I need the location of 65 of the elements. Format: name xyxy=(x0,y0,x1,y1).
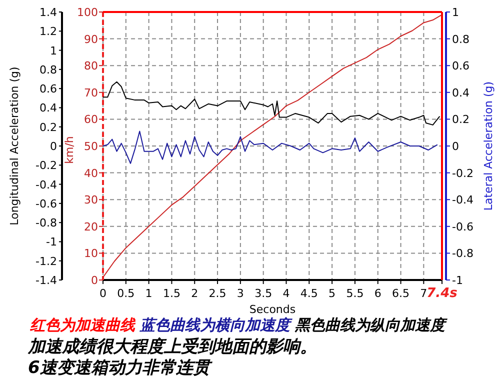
y3-tick-label: 0.6 xyxy=(40,82,57,96)
line-series xyxy=(102,14,442,278)
x-tick-label: 3.5 xyxy=(254,287,272,300)
y-axis-title: km/h xyxy=(63,136,76,164)
y3-tick-label: 0.8 xyxy=(40,63,57,76)
y3-tick-label: -0.4 xyxy=(36,178,57,192)
line-series xyxy=(102,130,438,164)
y3-tick-label: 0.4 xyxy=(40,102,57,115)
y2-tick-label: 0 xyxy=(452,140,459,153)
y3-tick-label: 1.2 xyxy=(40,25,57,38)
x-tick-label: 0.5 xyxy=(117,287,135,300)
y2-tick-label: 0.6 xyxy=(452,60,470,73)
y3-tick-label: 0 xyxy=(50,140,57,153)
x-tick-label: 5 xyxy=(328,287,336,300)
y3-axis-title: Longitudinal Acceleration (g) xyxy=(8,66,21,226)
x-tick-label: 0 xyxy=(100,287,106,300)
y3-tick-label: -0.8 xyxy=(36,216,57,230)
y2-axis-title: Lateral Acceleration (g) xyxy=(482,81,495,211)
text: 加速成绩很大程度上受到地面的影响。 xyxy=(26,337,317,357)
text: 红色为加速曲线 xyxy=(29,316,136,334)
y-tick-label: 20 xyxy=(84,220,98,234)
x-tick-label: 4.5 xyxy=(300,287,318,300)
x-tick-label: 3 xyxy=(236,287,244,300)
text: 黑色曲线为纵向加速度 xyxy=(294,316,448,334)
y2-tick-label: 0.4 xyxy=(452,86,470,100)
y-tick-label: 30 xyxy=(84,194,98,207)
x-tick-label: 2 xyxy=(191,287,198,300)
y-tick-label: 90 xyxy=(84,32,98,46)
y-tick-label: 60 xyxy=(84,113,98,126)
x-tick-label: 7.4s xyxy=(426,286,458,301)
y-tick-label: 40 xyxy=(84,166,98,180)
x-axis-title: Seconds xyxy=(249,303,296,316)
x-tick-label: 4 xyxy=(282,287,290,300)
y3-tick-label: 0.2 xyxy=(40,120,57,134)
x-tick-label: 1.5 xyxy=(162,287,180,300)
text: 6速变速箱动力非常连贯 xyxy=(28,358,213,378)
y3-tick-label: 1 xyxy=(50,44,57,58)
y3-tick-label: -0.2 xyxy=(36,159,57,172)
y-tick-label: 0 xyxy=(91,274,98,287)
y2-tick-label: -0.2 xyxy=(452,166,474,180)
y-tick-label: 80 xyxy=(84,60,98,73)
y2-tick-label: 0.8 xyxy=(452,32,470,46)
text: 蓝色曲线为横向加速度 xyxy=(139,316,293,334)
x-tick-label: 6.5 xyxy=(392,287,410,300)
y2-tick-label: 1 xyxy=(452,6,459,19)
line-series xyxy=(102,81,440,126)
y3-tick-label: 1.4 xyxy=(40,6,57,19)
x-tick-label: 2.5 xyxy=(208,287,226,300)
x-tick-label: 7 xyxy=(420,287,428,300)
y-tick-label: 50 xyxy=(84,140,98,153)
x-tick-label: 1 xyxy=(145,287,152,300)
y2-tick-label: -0.6 xyxy=(452,220,474,234)
y2-tick-label: -0.4 xyxy=(452,194,474,207)
y-tick-label: 70 xyxy=(84,86,98,100)
y3-tick-label: -1 xyxy=(46,236,57,249)
x-tick-label: 6 xyxy=(374,287,382,300)
y2-tick-label: 0.2 xyxy=(452,113,470,126)
x-tick-label: 5.5 xyxy=(346,287,364,300)
y3-tick-label: -1.2 xyxy=(36,254,57,268)
y2-tick-label: -1 xyxy=(452,274,463,287)
y3-tick-label: -0.6 xyxy=(36,197,57,210)
y3-tick-label: -1.4 xyxy=(36,274,57,287)
y2-tick-label: -0.8 xyxy=(452,247,474,260)
y-tick-label: 100 xyxy=(77,6,98,19)
y-tick-label: 10 xyxy=(84,247,98,260)
